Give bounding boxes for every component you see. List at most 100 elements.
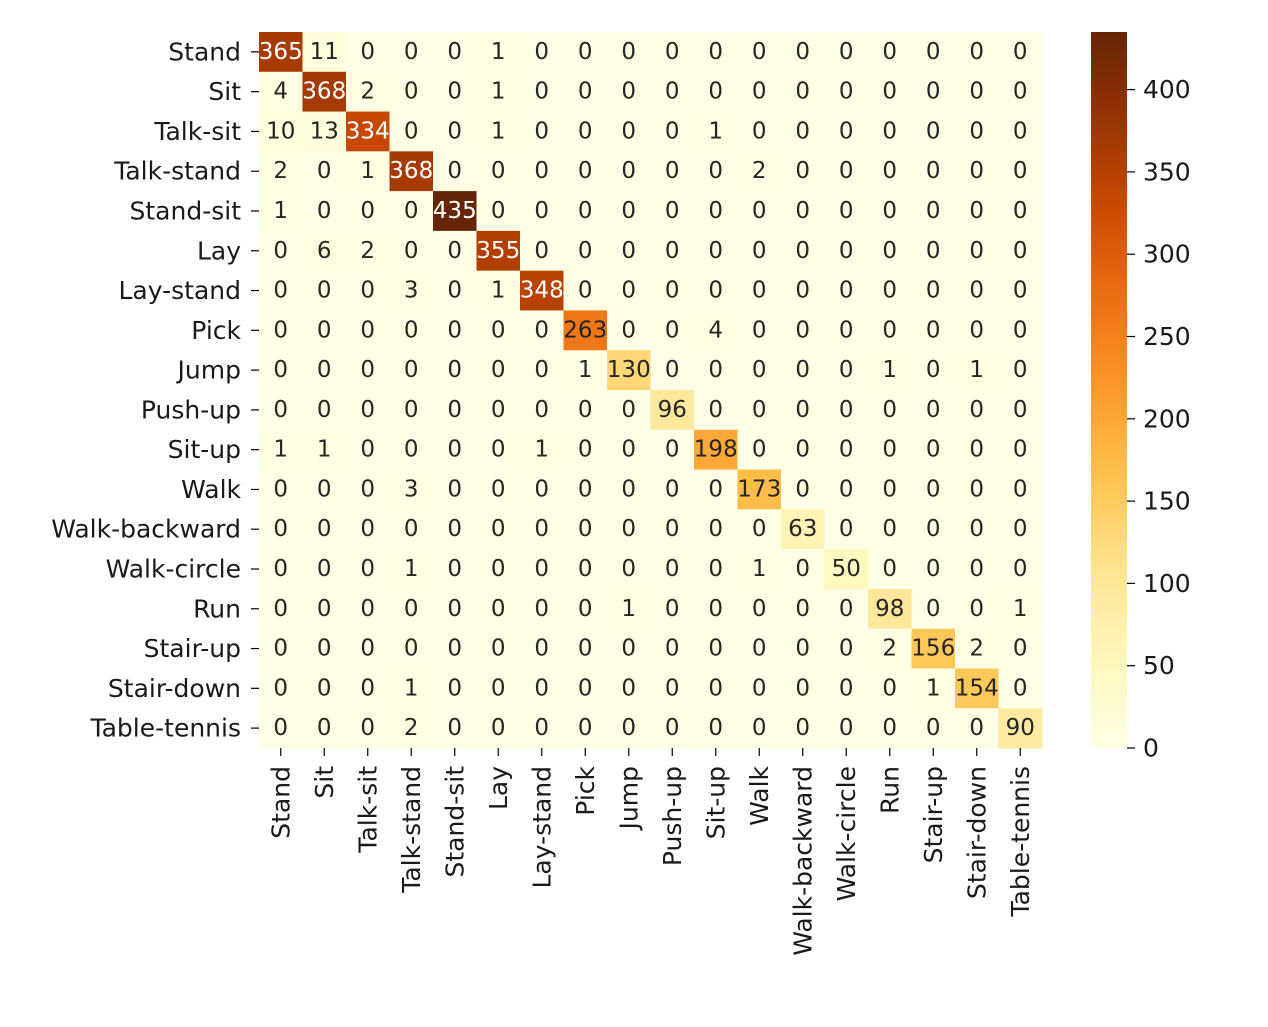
heatmap-cell — [955, 350, 1000, 391]
cell-value-label: 0 — [621, 79, 636, 105]
cell-value-label: 0 — [665, 357, 680, 383]
cell-value-label: 0 — [708, 278, 723, 304]
cell-value-label: 0 — [447, 238, 462, 264]
cell-value-label: 0 — [752, 715, 767, 741]
cell-value-label: 0 — [795, 715, 810, 741]
cell-value-label: 0 — [795, 636, 810, 662]
cell-value-label: 263 — [563, 317, 607, 343]
heatmap-cell — [824, 429, 869, 471]
heatmap-cell — [955, 549, 1000, 590]
heatmap-cell — [520, 628, 565, 670]
cell-value-label: 0 — [1013, 118, 1028, 144]
cell-value-label: 1 — [1013, 596, 1028, 622]
colorbar-gradient — [1091, 32, 1127, 748]
heatmap-cell — [911, 151, 956, 192]
heatmap-cell — [868, 71, 913, 113]
cell-value-label: 0 — [708, 158, 723, 184]
cell-value-label: 1 — [534, 437, 549, 463]
cell-value-label: 0 — [752, 238, 767, 264]
colorbar-tick-label: 100 — [1143, 569, 1191, 598]
cell-value-label: 0 — [926, 397, 941, 423]
heatmap-cell — [998, 708, 1043, 749]
cell-value-label: 0 — [534, 198, 549, 224]
cell-value-label: 368 — [389, 158, 433, 184]
heatmap-cell — [520, 191, 565, 232]
heatmap-cell — [346, 310, 391, 351]
cell-value-label: 0 — [534, 397, 549, 423]
heatmap-cell — [302, 708, 347, 749]
heatmap-cell — [346, 71, 391, 113]
cell-value-label: 2 — [752, 158, 767, 184]
heatmap-cell — [998, 71, 1043, 113]
heatmap-cell — [868, 469, 913, 510]
cell-value-label: 0 — [404, 198, 419, 224]
heatmap-cell — [781, 390, 826, 431]
heatmap-cell — [781, 310, 826, 351]
heatmap-cell — [433, 509, 478, 550]
heatmap-cell — [824, 509, 869, 550]
heatmap-cell — [346, 549, 391, 590]
cell-value-label: 0 — [534, 675, 549, 701]
heatmap-cell — [911, 588, 956, 630]
heatmap-cell — [520, 32, 565, 73]
heatmap-cell — [302, 230, 347, 272]
heatmap-cell — [868, 509, 913, 550]
heatmap-cell — [955, 469, 1000, 510]
heatmap-cell — [346, 230, 391, 272]
cell-value-label: 0 — [665, 118, 680, 144]
y-tick-label: Stand-sit — [130, 197, 242, 226]
heatmap-cell — [998, 469, 1043, 510]
cell-value-label: 198 — [694, 437, 738, 463]
heatmap-cell — [911, 71, 956, 113]
cell-value-label: 435 — [433, 198, 477, 224]
heatmap-cell — [998, 588, 1043, 630]
heatmap-cell — [259, 429, 304, 471]
cell-value-label: 0 — [404, 596, 419, 622]
heatmap-cell — [781, 628, 826, 670]
cell-value-label: 0 — [578, 636, 593, 662]
cell-value-label: 0 — [578, 675, 593, 701]
heatmap-cell — [389, 588, 434, 630]
cell-value-label: 0 — [665, 437, 680, 463]
cell-value-label: 0 — [665, 675, 680, 701]
y-tick-label: Lay — [197, 236, 241, 265]
cell-value-label: 0 — [1013, 158, 1028, 184]
x-tick-label: Pick — [571, 765, 600, 815]
x-tick-label: Lay — [484, 766, 513, 810]
heatmap-cell — [650, 390, 695, 431]
heatmap-cell — [737, 310, 782, 351]
heatmap-cell — [520, 151, 565, 192]
cell-value-label: 0 — [491, 437, 506, 463]
heatmap-cell — [824, 549, 869, 590]
heatmap-cell — [563, 71, 608, 113]
heatmap-cell — [433, 151, 478, 192]
heatmap-cell — [302, 151, 347, 192]
cell-value-label: 0 — [447, 278, 462, 304]
cell-value-label: 0 — [839, 278, 854, 304]
cell-value-label: 0 — [491, 357, 506, 383]
heatmap-cell — [824, 32, 869, 73]
cell-value-label: 0 — [795, 238, 810, 264]
heatmap-cell — [607, 469, 652, 510]
cell-value-label: 0 — [534, 556, 549, 582]
heatmap-cell — [563, 151, 608, 192]
cell-value-label: 0 — [360, 675, 375, 701]
y-tick-label: Pick — [191, 316, 241, 345]
heatmap-cell — [259, 588, 304, 630]
heatmap-cell — [650, 708, 695, 749]
heatmap-cell — [259, 509, 304, 550]
heatmap-cell — [694, 509, 739, 550]
cell-value-label: 0 — [534, 118, 549, 144]
heatmap-cell — [650, 230, 695, 272]
heatmap-cell — [824, 71, 869, 113]
heatmap-cell — [694, 230, 739, 272]
cell-value-label: 0 — [404, 79, 419, 105]
heatmap-cell — [824, 230, 869, 272]
heatmap-cell — [259, 32, 304, 73]
heatmap-cell — [998, 230, 1043, 272]
heatmap-cell — [302, 668, 347, 709]
cell-value-label: 0 — [839, 437, 854, 463]
cell-value-label: 0 — [839, 476, 854, 502]
x-tick-label: Table-tennis — [1006, 766, 1035, 918]
cell-value-label: 0 — [273, 715, 288, 741]
